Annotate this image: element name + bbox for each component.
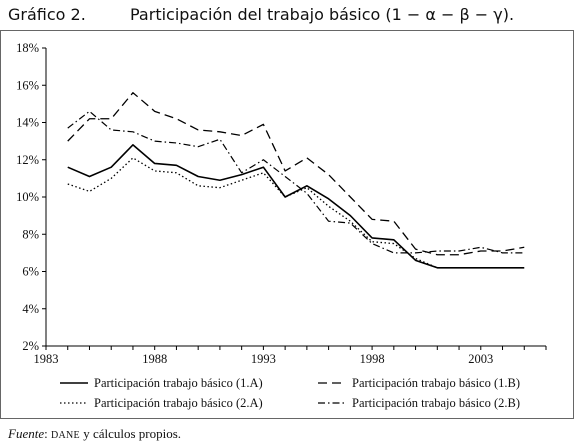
series-line-1 [67, 144, 525, 269]
x-tick-label: 1993 [251, 352, 276, 366]
y-tick-label: 18% [16, 41, 39, 55]
y-tick-label: 6% [22, 265, 39, 279]
legend-label: Participación trabajo básico (2.B) [352, 396, 520, 410]
legend-label: Participación trabajo básico (2.A) [94, 396, 263, 410]
series-line-2 [67, 92, 525, 256]
source-prefix: Fuente [8, 426, 45, 441]
source-dane: DANE [50, 430, 80, 441]
series-line-4 [67, 110, 525, 254]
chart-frame [0, 30, 574, 419]
source-note: Fuente: DANE y cálculos propios. [8, 426, 181, 442]
y-tick-label: 10% [16, 190, 39, 204]
figure-label: Gráfico 2. [8, 5, 86, 24]
x-tick-label: 1998 [360, 352, 385, 366]
y-tick-label: 8% [22, 227, 39, 241]
y-tick-label: 12% [16, 153, 39, 167]
x-tick-label: 1983 [34, 352, 59, 366]
series-line-3 [67, 157, 525, 269]
y-tick-label: 2% [22, 339, 39, 353]
source-colon: : [44, 426, 51, 441]
legend-label: Participación trabajo básico (1.A) [94, 376, 263, 390]
x-tick-label: 1988 [142, 352, 167, 366]
line-chart: 2% 4% 6% 8% 10% 12% 14% 16% 18% 1983 1988 1993 1998 2… [16, 41, 547, 410]
chart-title: Participación del trabajo básico (1 − α … [130, 5, 515, 24]
legend-label: Participación trabajo básico (1.B) [352, 376, 520, 390]
x-tick-label: 2003 [468, 352, 493, 366]
y-tick-label: 4% [22, 302, 39, 316]
y-tick-label: 14% [16, 116, 39, 130]
source-rest: y cálculos propios. [79, 426, 182, 441]
y-tick-label: 16% [16, 78, 39, 92]
